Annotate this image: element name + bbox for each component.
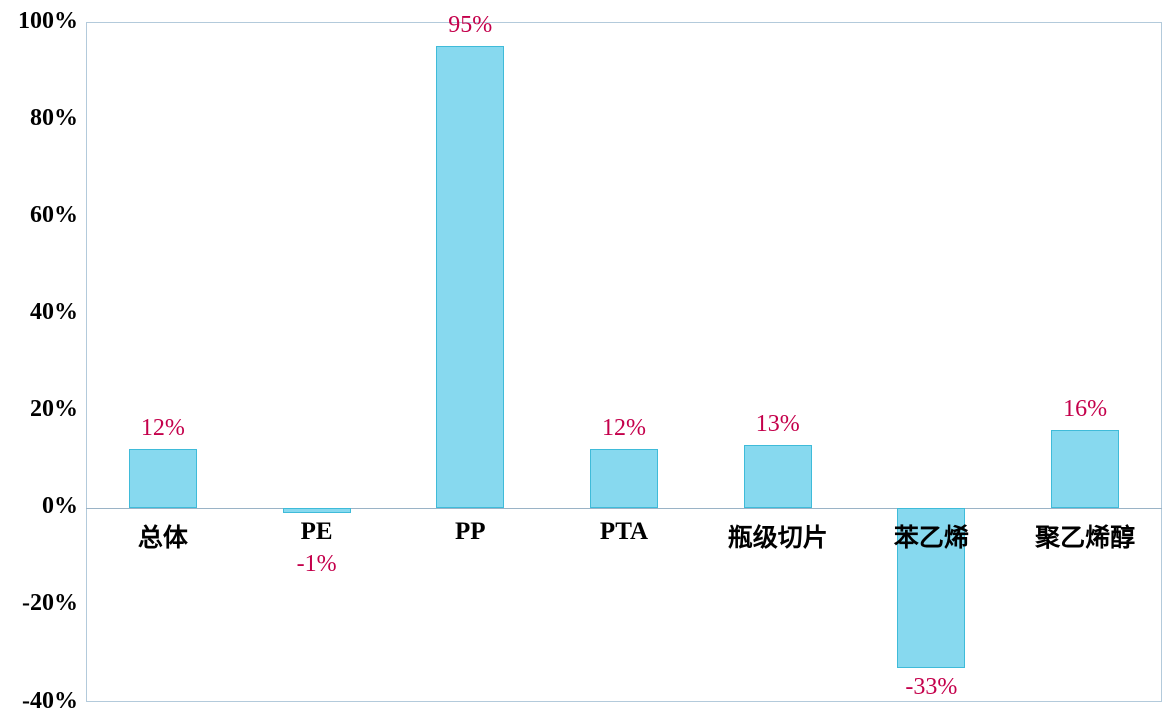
category-label: PE xyxy=(301,518,333,546)
y-tick-label: -20% xyxy=(22,590,78,617)
bar-chart: 100%80%60%40%20%0%-20%-40%总体12%PE-1%PP95… xyxy=(0,0,1164,709)
category-label: 聚乙烯醇 xyxy=(1035,518,1135,554)
bar xyxy=(129,449,197,507)
category-label: 瓶级切片 xyxy=(728,518,828,554)
category-label: 苯乙烯 xyxy=(894,518,969,554)
category-label: PTA xyxy=(600,518,648,546)
value-label: 12% xyxy=(141,415,185,442)
y-tick-label: -40% xyxy=(22,688,78,715)
value-label: 16% xyxy=(1063,396,1107,423)
category-label: PP xyxy=(455,518,486,546)
value-label: -1% xyxy=(297,551,337,578)
zero-line xyxy=(86,508,1162,509)
value-label: 95% xyxy=(448,12,492,39)
value-label: -33% xyxy=(905,674,957,701)
y-tick-label: 60% xyxy=(30,202,78,229)
bar xyxy=(283,508,351,513)
y-tick-label: 80% xyxy=(30,105,78,132)
y-tick-label: 100% xyxy=(18,8,78,35)
value-label: 12% xyxy=(602,415,646,442)
plot-area xyxy=(86,22,1162,702)
value-label: 13% xyxy=(756,411,800,438)
bar xyxy=(590,449,658,507)
bar xyxy=(1051,430,1119,508)
bar xyxy=(436,46,504,507)
category-label: 总体 xyxy=(138,518,188,554)
y-tick-label: 0% xyxy=(42,493,78,520)
y-tick-label: 40% xyxy=(30,299,78,326)
y-tick-label: 20% xyxy=(30,396,78,423)
bar xyxy=(744,445,812,508)
